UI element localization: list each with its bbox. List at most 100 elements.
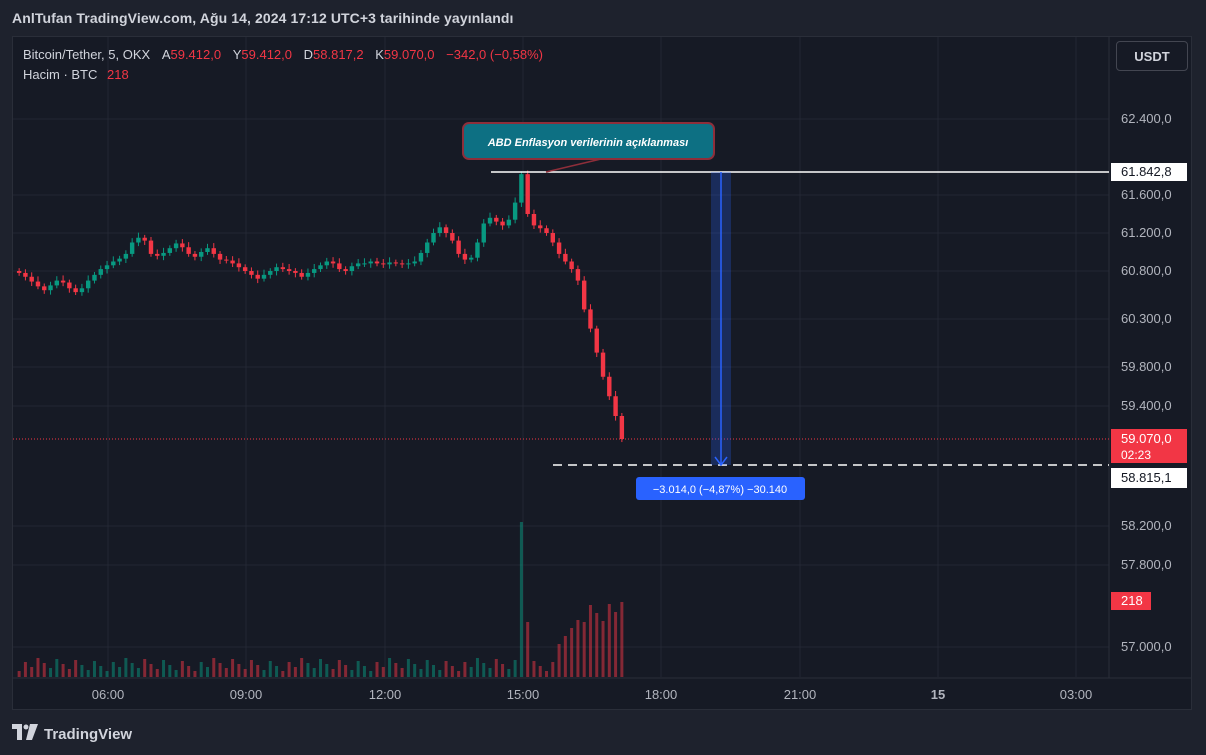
volume-bar [136,668,140,677]
volume-bar [174,670,178,677]
volume-bar [538,666,542,677]
currency-button[interactable]: USDT [1116,41,1188,71]
volume-bar [74,660,78,677]
volume-bar [532,661,536,677]
volume-bar [193,671,197,677]
candle-body [293,271,298,273]
volume-bar [432,665,436,677]
volume-bar [388,658,392,677]
candle-body [431,233,436,243]
volume-bar [92,661,96,677]
volume-bar [362,666,366,677]
volume-bar [224,668,228,677]
chart-legend: Bitcoin/Tether, 5, OKX A59.412,0 Y59.412… [23,45,543,85]
candle-body [619,416,625,439]
volume-bar [394,663,398,677]
volume-bar [344,665,348,677]
volume-bar [111,662,115,677]
volume-bar [281,671,285,677]
volume-bar [80,665,84,677]
candle-body [129,242,135,254]
candle-body [148,240,154,254]
volume-bar [482,663,486,677]
volume-bar [293,667,297,677]
volume-bar [488,668,492,677]
volume-bar [545,671,549,677]
volume-bar [450,666,454,677]
volume-bar [312,668,316,677]
annotation-text: ABD Enflasyon verilerinin açıklanması [487,137,689,149]
volume-bar [413,664,417,677]
volume-bar [350,670,354,677]
time-tick-label: 06:00 [92,687,125,702]
volume-bar [607,604,611,677]
candle-body [468,257,474,260]
volume-bar [557,644,561,677]
candle-body [563,253,568,262]
volume-bar [331,669,335,677]
price-tick-label: 58.200,0 [1121,518,1172,533]
symbol-label[interactable]: Bitcoin/Tether, 5, OKX [23,47,151,62]
candle-body [450,233,455,241]
tradingview-logo[interactable]: TradingView [12,724,132,744]
annotation-callout: ABD Enflasyon verilerinin açıklanması [462,122,715,173]
open-key: A [161,47,171,62]
annotation-pointer [545,158,602,173]
current-price-text: 59.070,0 [1121,431,1172,446]
candle-body [456,240,461,254]
candle-body [161,252,166,256]
candle-body [98,269,103,275]
candle-body [242,267,248,271]
candle-body [318,265,323,270]
price-tick-label: 59.800,0 [1121,359,1172,374]
volume-bar [369,671,373,677]
volume-bar [180,661,184,677]
candle-body [48,285,53,291]
chart-pane[interactable]: −3.014,0 (−4,87%) −30.140 ABD Enflasyon v… [12,36,1192,710]
volume-bar [262,670,266,677]
volume-bar [507,669,511,677]
volume-bar [494,659,498,677]
candle-body [79,288,85,293]
legend-volume-row: Hacim · BTC 218 [23,65,543,85]
volume-bar [588,605,592,677]
candle-body [16,271,22,273]
volume-label[interactable]: Hacim · BTC [23,67,98,82]
time-tick-label: 03:00 [1060,687,1093,702]
price-chart[interactable]: −3.014,0 (−4,87%) −30.140 ABD Enflasyon v… [13,37,1192,710]
candle-body [60,280,66,283]
volume-bar [249,660,253,677]
low-price-label-text: 58.815,1 [1121,470,1172,485]
volume-bar [463,662,467,677]
measure-arrowhead [714,456,728,467]
chart-grid [13,37,1191,679]
volume-bar [36,658,40,677]
volume-bar [168,665,172,677]
candle-body [556,242,562,254]
candle-body [531,214,537,226]
volume-bar [256,665,260,677]
volume-bar [212,658,216,677]
annotation-box [462,122,715,160]
candle-body [588,309,593,329]
open-value: 59.412,0 [170,47,222,62]
candle-body [205,248,210,252]
volume-bar [143,659,147,677]
volume-value: 218 [107,67,129,82]
low-price-label-bg [1111,468,1187,488]
volume-bar [425,660,429,677]
publish-header: AnlTufan TradingView.com, Ağu 14, 2024 1… [12,10,514,26]
volume-bar [205,667,209,677]
volume-bar [563,636,567,677]
volume-bar [61,664,65,677]
time-tick-label: 09:00 [230,687,263,702]
candle-body [418,252,424,262]
time-tick-label: 15 [931,687,945,702]
candle-body [519,174,524,203]
candle-body [23,272,28,277]
volume-badge-bg [1111,592,1151,610]
volume-bar [526,622,530,677]
candle-body [73,288,78,293]
candle-body [167,248,173,253]
volume-bar [42,663,46,677]
